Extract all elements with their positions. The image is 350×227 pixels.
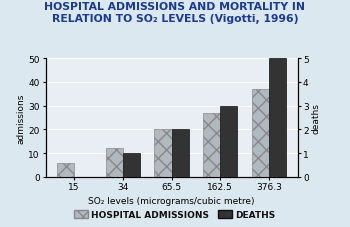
Bar — [123, 153, 140, 177]
Bar — [154, 130, 172, 177]
Bar — [203, 113, 220, 177]
X-axis label: SO₂ levels (micrograms/cubic metre): SO₂ levels (micrograms/cubic metre) — [88, 196, 255, 205]
Bar — [57, 163, 74, 177]
Y-axis label: admissions: admissions — [17, 93, 26, 143]
Text: HOSPITAL ADMISSIONS AND MORTALITY IN
RELATION TO SO₂ LEVELS (Vigotti, 1996): HOSPITAL ADMISSIONS AND MORTALITY IN REL… — [44, 2, 306, 24]
Bar — [269, 59, 286, 177]
Legend: HOSPITAL ADMISSIONS, DEATHS: HOSPITAL ADMISSIONS, DEATHS — [71, 206, 279, 222]
Y-axis label: deaths: deaths — [312, 103, 321, 133]
Bar — [220, 106, 237, 177]
Bar — [106, 149, 123, 177]
Bar — [172, 130, 189, 177]
Bar — [252, 90, 269, 177]
